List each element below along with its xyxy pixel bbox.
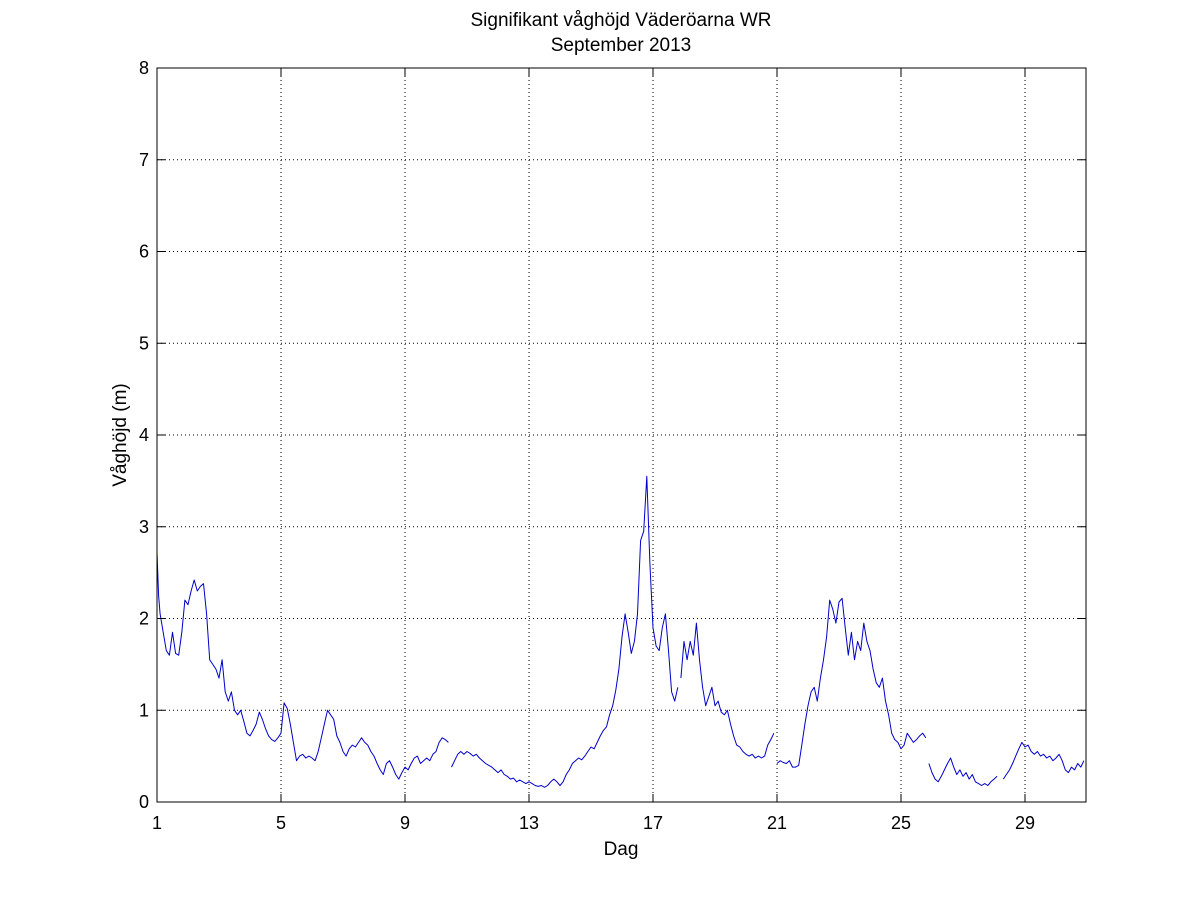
y-tick-label: 5 bbox=[139, 333, 149, 353]
x-tick-label: 5 bbox=[276, 813, 286, 833]
x-tick-label: 9 bbox=[400, 813, 410, 833]
y-tick-label: 7 bbox=[139, 150, 149, 170]
x-tick-label: 1 bbox=[152, 813, 162, 833]
label-layer: Signifikant våghöjd Väderöarna WR Septem… bbox=[110, 10, 772, 860]
series-line bbox=[680, 622, 775, 759]
y-tick-label: 0 bbox=[139, 792, 149, 812]
x-tick-label: 17 bbox=[643, 813, 663, 833]
data-layer bbox=[157, 475, 1152, 788]
series-line bbox=[451, 475, 679, 788]
series-line bbox=[1002, 741, 1085, 780]
x-tick-label: 13 bbox=[519, 813, 539, 833]
grid-layer bbox=[157, 68, 1086, 802]
y-tick-label: 4 bbox=[139, 425, 149, 445]
y-axis-label: Våghöjd (m) bbox=[110, 383, 131, 487]
x-axis-label: Dag bbox=[604, 839, 639, 860]
y-tick-label: 1 bbox=[139, 700, 149, 720]
x-tick-label: 29 bbox=[1015, 813, 1035, 833]
series-line bbox=[928, 757, 998, 786]
y-tick-label: 8 bbox=[139, 58, 149, 78]
y-tick-label: 3 bbox=[139, 517, 149, 537]
series-line bbox=[157, 552, 449, 780]
chart-subtitle: September 2013 bbox=[551, 35, 692, 56]
y-tick-label: 6 bbox=[139, 242, 149, 262]
series-line bbox=[1087, 754, 1152, 788]
x-tick-label: 25 bbox=[891, 813, 911, 833]
series-line bbox=[776, 597, 927, 768]
y-tick-label: 2 bbox=[139, 609, 149, 629]
chart-title: Signifikant våghöjd Väderöarna WR bbox=[470, 10, 771, 31]
x-tick-label: 21 bbox=[767, 813, 787, 833]
